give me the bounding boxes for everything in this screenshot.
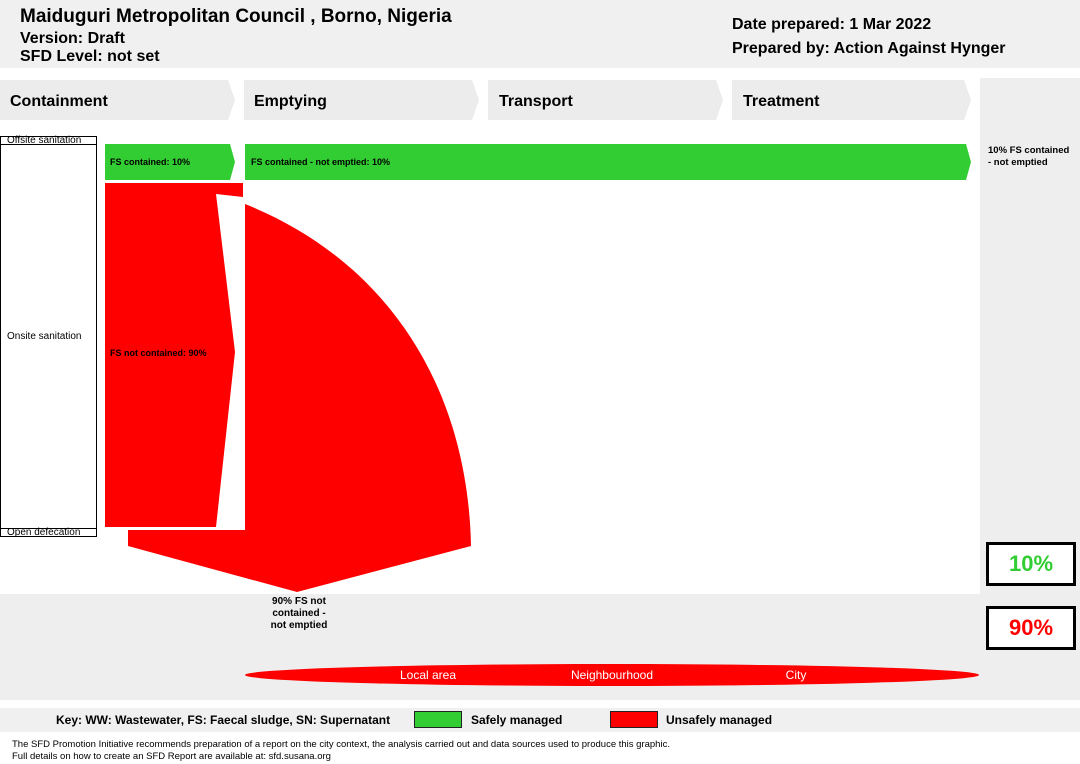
fs-contained-label: FS contained: 10%: [110, 157, 191, 167]
stage-treatment: Treatment: [743, 93, 820, 110]
unsafe-swatch: [610, 711, 658, 728]
page-title: Maiduguri Metropolitan Council , Borno, …: [20, 6, 452, 27]
stage-emptying: Emptying: [254, 93, 327, 110]
right-note: 10% FS contained - not emptied: [988, 145, 1070, 168]
stage-arrow-emptying: [244, 80, 479, 120]
unsafe-percentage-box: 90%: [986, 606, 1076, 650]
stage-containment: Containment: [10, 93, 108, 110]
flow-fs-not-contained: [105, 183, 243, 527]
footer-line-1: The SFD Promotion Initiative recommends …: [12, 739, 670, 750]
open-defecation-box: [0, 528, 97, 537]
area-ellipse: [245, 664, 979, 686]
onsite-box: [0, 144, 97, 529]
flow-not-emptied-curve: [128, 204, 471, 592]
key-legend-text: Key: WW: Wastewater, FS: Faecal sludge, …: [56, 713, 391, 727]
results-column: [980, 78, 1080, 594]
stage-arrow-treatment: [732, 80, 971, 120]
safe-percentage-box: 10%: [986, 542, 1076, 586]
flow-fs-contained: [105, 144, 235, 180]
footer-note: The SFD Promotion Initiative recommends …: [12, 739, 670, 763]
area-neighbourhood: Neighbourhood: [570, 668, 654, 682]
offsite-sanitation-label: Offsite sanitation: [7, 135, 82, 146]
header-band: [0, 0, 1080, 68]
version-label: Version: Draft: [20, 30, 125, 47]
key-band: [0, 708, 1080, 732]
stage-header-arrows: [0, 80, 971, 120]
flow-fs-contained-not-emptied: [245, 144, 971, 180]
prepared-by: Prepared by: Action Against Hynger: [732, 40, 1006, 57]
unsafe-legend-label: Unsafely managed: [666, 713, 773, 727]
sfd-level-label: SFD Level: not set: [20, 48, 160, 65]
area-city: City: [785, 668, 807, 682]
safe-swatch: [414, 711, 462, 728]
area-local: Local area: [399, 668, 457, 682]
fs-contained-not-emptied-label: FS contained - not emptied: 10%: [251, 157, 391, 167]
bottom-note: 90% FS not contained - not emptied: [270, 596, 328, 631]
onsite-sanitation-label: Onsite sanitation: [7, 331, 82, 342]
footer-line-2: Full details on how to create an SFD Rep…: [12, 751, 331, 762]
stage-arrow-transport: [488, 80, 723, 120]
stage-transport: Transport: [499, 93, 573, 110]
fs-not-contained-label: FS not contained: 90%: [110, 348, 207, 358]
open-defecation-label: Open defecation: [7, 527, 81, 538]
safe-legend-label: Safely managed: [471, 713, 563, 727]
date-prepared: Date prepared: 1 Mar 2022: [732, 16, 932, 33]
stage-arrow-containment: [0, 80, 235, 120]
